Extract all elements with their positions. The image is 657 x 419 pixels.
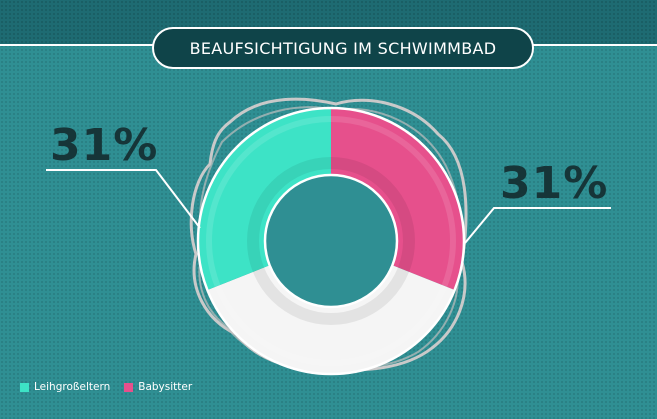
donut-inner-shade [247, 157, 415, 325]
slice-label-babysitter: 31% [500, 158, 609, 209]
rope-outline-inner [198, 106, 462, 368]
header-band [0, 0, 657, 46]
legend-item-leihgrosseltern: Leihgroßeltern [20, 381, 110, 393]
chart-title: BEAUFSICHTIGUNG IM SCHWIMMBAD [152, 27, 534, 69]
donut-slices [197, 108, 465, 375]
legend-swatch-babysitter [124, 382, 134, 392]
legend-label-babysitter: Babysitter [138, 381, 193, 393]
legend: Leihgroßeltern Babysitter [20, 381, 206, 393]
donut-hole [263, 173, 399, 309]
leader-line-left [46, 169, 201, 229]
legend-item-babysitter: Babysitter [124, 381, 192, 393]
legend-swatch-leihgrosseltern [20, 382, 29, 392]
legend-label-leihgrosseltern: Leihgroßeltern [34, 381, 111, 393]
rope-outline [189, 97, 468, 372]
leader-line-right [464, 207, 611, 244]
donut-outer-ring [196, 106, 466, 376]
slice-remainder [207, 265, 455, 375]
slice-label-leihgrosseltern: 31% [50, 120, 159, 171]
donut-highlight [206, 116, 456, 366]
